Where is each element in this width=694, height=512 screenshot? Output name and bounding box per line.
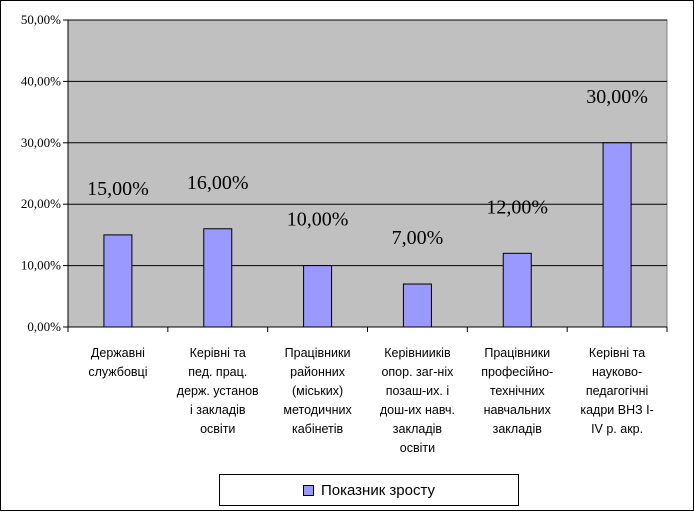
y-tick-label: 40,00% xyxy=(21,73,61,88)
category-label-line: Керівнииків xyxy=(384,346,451,360)
data-label: 7,00% xyxy=(392,227,444,249)
category-label-line: кабінетів xyxy=(292,422,344,436)
legend: Показник зросту xyxy=(219,474,519,506)
data-label: 30,00% xyxy=(586,86,648,108)
category-label: Працівники районних (міських) методичних каб… xyxy=(283,346,352,436)
legend-swatch xyxy=(302,484,314,496)
category-label-line: методичних xyxy=(283,403,352,417)
y-tick-label: 50,00% xyxy=(21,12,61,27)
category-label-line: дош-их навч. xyxy=(380,403,455,417)
category-label-line: освіти xyxy=(200,422,235,436)
bar xyxy=(103,234,133,328)
category-label: Керівнииків опор. заг-ніх позаш-их. і дош-и… xyxy=(380,346,455,455)
category-label-line: Керівні та xyxy=(190,346,246,360)
category-label-line: опор. заг-ніх xyxy=(381,365,454,379)
category-label-line: кадри ВНЗ І- xyxy=(580,403,653,417)
category-label-line: Керівні та xyxy=(589,346,645,360)
bar xyxy=(203,228,233,328)
category-label: Державні службовці xyxy=(88,346,147,379)
bar xyxy=(303,265,333,328)
y-tick-label: 10,00% xyxy=(21,258,61,273)
data-label: 12,00% xyxy=(486,196,548,218)
category-label-line: пед. прац. xyxy=(188,365,247,379)
y-tick-label: 20,00% xyxy=(21,196,61,211)
data-label: 15,00% xyxy=(87,178,149,200)
y-tick-label: 0,00% xyxy=(27,319,61,334)
category-label-line: науково- xyxy=(592,365,642,379)
category-label-line: професійно- xyxy=(481,365,553,379)
bar xyxy=(502,252,532,328)
category-label-line: IV р. акр. xyxy=(591,422,643,436)
category-label-line: позаш-их. і xyxy=(386,384,449,398)
category-label-line: закладів xyxy=(393,422,443,436)
category-label: Керівні та науково-педагогічні кадри ВНЗ І… xyxy=(580,346,653,436)
bar xyxy=(602,142,632,328)
data-label: 10,00% xyxy=(287,209,349,231)
category-label-line: (міських) xyxy=(292,384,343,398)
bar xyxy=(402,283,432,328)
category-label-line: Працівники xyxy=(484,346,550,360)
plot-area xyxy=(67,19,668,328)
y-tick-label: 30,00% xyxy=(21,135,61,150)
category-label: Керівні та пед. прац. держ. установ і закла… xyxy=(177,346,259,436)
category-label-line: держ. установ xyxy=(177,384,259,398)
category-label-line: службовці xyxy=(88,365,147,379)
category-label-line: і закладів xyxy=(190,403,246,417)
category-label-line: районних xyxy=(290,365,346,379)
category-label-line: Працівники xyxy=(285,346,351,360)
category-label-line: навчальних xyxy=(484,403,552,417)
category-label-line: Державні xyxy=(91,346,145,360)
category-label: Працівники професійно-технічних навчальних… xyxy=(481,346,553,436)
category-label-line: закладів xyxy=(493,422,543,436)
legend-label: Показник зросту xyxy=(320,481,436,499)
data-label: 16,00% xyxy=(187,172,249,194)
category-label-line: технічних xyxy=(490,384,546,398)
category-label-line: педагогічні xyxy=(586,384,648,398)
category-label-line: освіти xyxy=(400,441,435,455)
